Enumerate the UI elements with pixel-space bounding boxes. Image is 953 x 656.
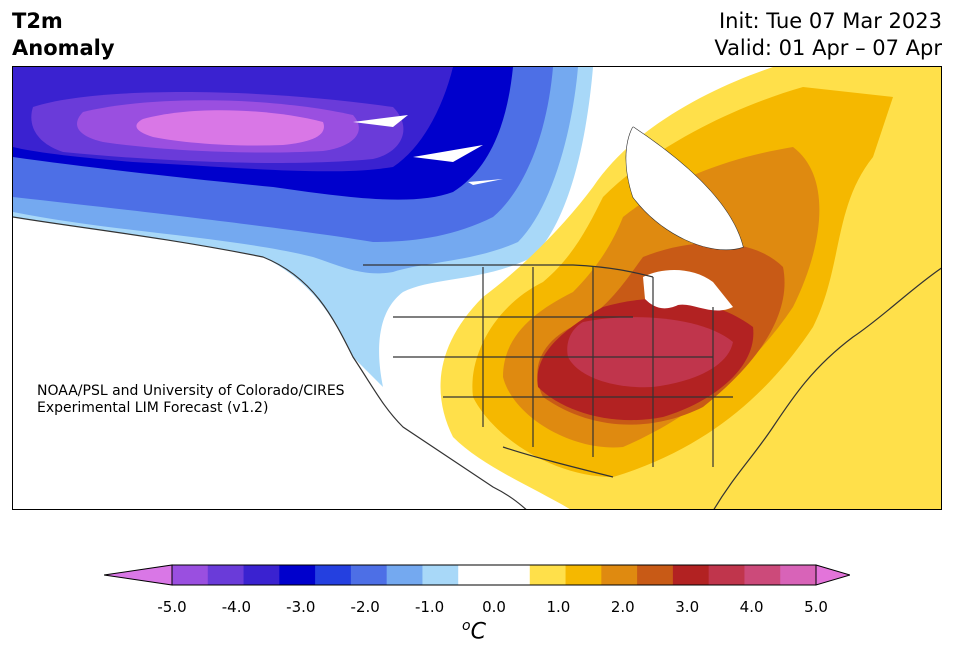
colorbar-tick-label: -1.0 (414, 598, 445, 616)
colorbar-min-arrow (104, 564, 173, 586)
colorbar-tick-label: 2.0 (610, 598, 635, 616)
colorbar-tick-label: -2.0 (350, 598, 380, 616)
colorbar-tick-label: 5.0 (804, 598, 828, 616)
colorbar (104, 564, 850, 586)
colorbar-tick-label: 1.0 (546, 598, 571, 616)
forecast-dates: Init: Tue 07 Mar 2023 Valid: 01 Apr – 07… (714, 8, 942, 62)
hudson-bay-fill (626, 127, 743, 250)
colorbar-segment (207, 565, 245, 585)
cold-anomaly-pink (136, 110, 324, 146)
valid-dates: Valid: 01 Apr – 07 Apr (714, 36, 942, 60)
atlantic-coastline (713, 267, 941, 509)
colorbar-tick-label: 0.0 (482, 598, 506, 616)
us-canada-border (363, 264, 654, 278)
title-line-1: T2m (12, 9, 63, 33)
colorbar-tick-label: -3.0 (286, 598, 316, 616)
pacific-coastline (13, 216, 527, 509)
colorbar-segment (637, 565, 674, 585)
colorbar-tick-label: -4.0 (221, 598, 252, 616)
colorbar-tick-label: 4.0 (739, 598, 764, 616)
unit-letter: C (470, 619, 486, 645)
anomaly-map (12, 66, 942, 510)
colorbar-segment (458, 565, 495, 585)
canadian-lakes (353, 115, 503, 185)
colorbar-segment (243, 565, 280, 585)
colorbar-segment (565, 565, 602, 585)
colorbar-segment (780, 565, 817, 585)
colorbar-segment (386, 565, 423, 585)
credit-text: NOAA/PSL and University of Colorado/CIRE… (37, 383, 345, 417)
colorbar-segment (672, 565, 710, 585)
colorbar-segment (315, 565, 352, 585)
unit-degree: o (462, 618, 471, 634)
warm-anomaly-crimson (567, 317, 733, 388)
credit-line-1: NOAA/PSL and University of Colorado/CIRE… (37, 383, 345, 399)
state-lines (393, 267, 733, 467)
colorbar-segment (172, 565, 209, 585)
colorbar-max-arrow (815, 564, 850, 586)
colorbar-segment (744, 565, 781, 585)
colorbar-unit: oC (462, 618, 486, 644)
map-canvas (13, 67, 941, 509)
colorbar-tick-label: -5.0 (157, 598, 187, 616)
colorbar-segment (350, 565, 388, 585)
colorbar-segment (601, 565, 638, 585)
great-lakes (643, 270, 733, 311)
colorbar-tick-label: 3.0 (675, 598, 700, 616)
colorbar-segment (529, 565, 567, 585)
init-date: Init: Tue 07 Mar 2023 (718, 9, 942, 33)
colorbar-segment (494, 565, 531, 585)
title-line-2: Anomaly (12, 36, 115, 60)
credit-line-2: Experimental LIM Forecast (v1.2) (37, 400, 269, 416)
colorbar-border (171, 564, 817, 586)
colorbar-segment (279, 565, 316, 585)
map-title: T2m Anomaly (12, 8, 115, 62)
colorbar-segment (708, 565, 745, 585)
gulf-coastline (502, 446, 614, 478)
colorbar-segment (422, 565, 459, 585)
